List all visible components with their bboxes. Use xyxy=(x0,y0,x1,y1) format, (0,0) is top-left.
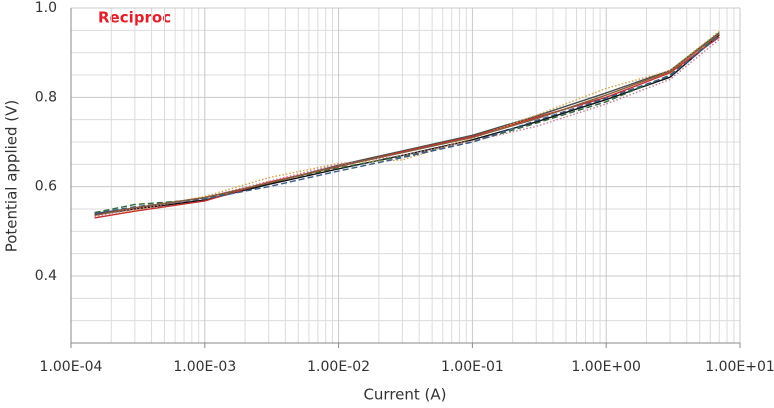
x-tick-label: 1.00E-01 xyxy=(441,359,504,375)
y-tick-label: 0.4 xyxy=(35,268,57,284)
series-line xyxy=(94,36,720,219)
y-tick-label: 0.8 xyxy=(35,89,57,105)
y-tick-label: 1.0 xyxy=(35,0,57,16)
series-line xyxy=(94,34,720,214)
series-line xyxy=(94,38,720,218)
y-tick-label: 0.6 xyxy=(35,179,57,195)
x-tick-label: 1.00E-03 xyxy=(173,359,236,375)
y-axis-label: Potential applied (V) xyxy=(3,100,21,253)
x-tick-label: 1.00E+01 xyxy=(705,359,774,375)
series-line xyxy=(94,34,720,216)
series-line xyxy=(94,33,720,216)
x-tick-label: 1.00E-02 xyxy=(307,359,370,375)
x-tick-label: 1.00E-04 xyxy=(40,359,103,375)
series-line xyxy=(94,30,720,217)
x-axis-label: Current (A) xyxy=(363,386,446,404)
x-tick-label: 1.00E+00 xyxy=(571,359,641,375)
